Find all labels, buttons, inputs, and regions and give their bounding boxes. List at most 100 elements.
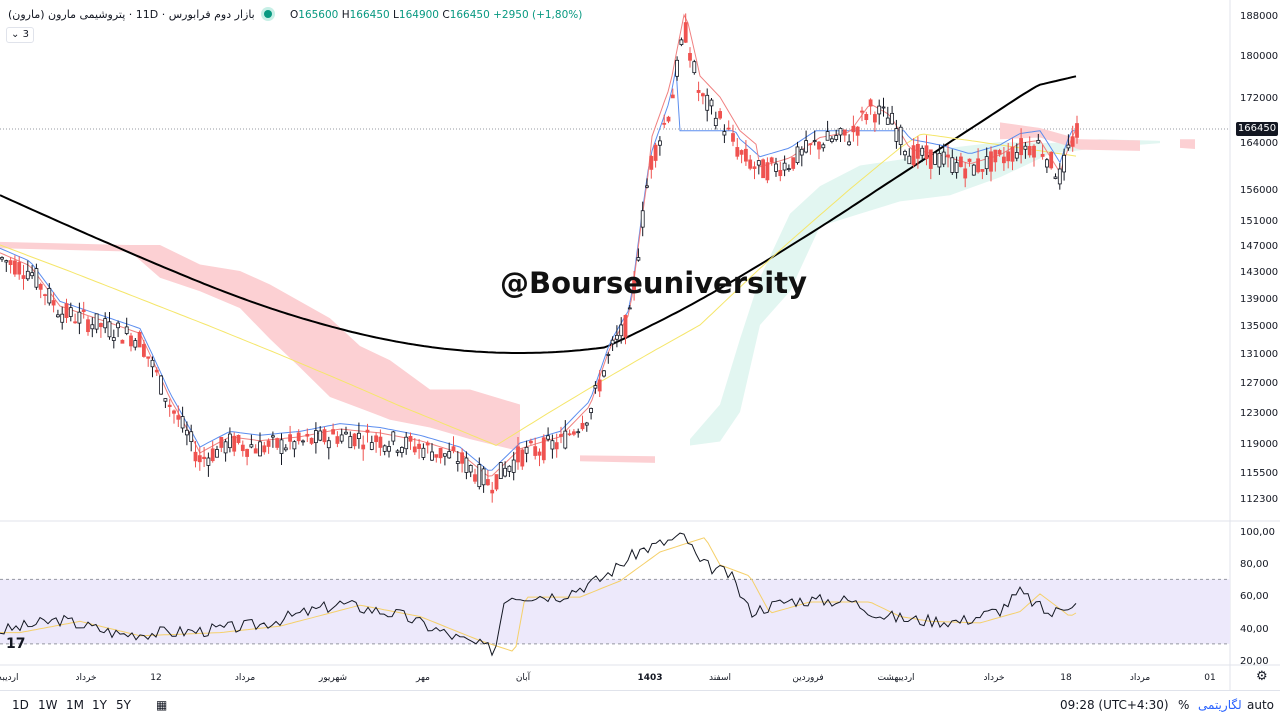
candle-body [12, 260, 17, 275]
candle-body [997, 150, 1002, 155]
y-tick-label: 123000 [1240, 408, 1278, 419]
candle-body [326, 440, 331, 449]
change-value: +2950 (+1,80%) [493, 9, 583, 21]
candle-body [830, 138, 834, 143]
y-tick-label: 139000 [1240, 294, 1278, 305]
rsi-y-tick: 40,00 [1240, 624, 1269, 635]
low-value: 164900 [398, 9, 439, 21]
candle-body [163, 398, 168, 402]
candle-body [903, 150, 907, 156]
candle-body [193, 451, 198, 462]
sma-line [0, 133, 1077, 446]
symbol-line[interactable]: بازار دوم فرابورس · 11D · پتروشیمی مارون… [8, 8, 255, 21]
moving-average-long [0, 75, 1077, 354]
bottom-toolbar: 1D 1W 1M 1Y 5Y ▦ 09:28 (UTC+4:30) % لگار… [0, 690, 1280, 721]
candle-body [533, 446, 538, 456]
candle-body [1019, 138, 1023, 156]
candle-body [589, 408, 593, 413]
candle-body [288, 434, 293, 442]
candle-body [219, 436, 224, 448]
range-1m-button[interactable]: 1M [66, 698, 84, 712]
candle-body [318, 430, 323, 441]
candle-body [38, 283, 43, 290]
candle-body [215, 449, 219, 458]
candle-body [782, 162, 787, 171]
y-tick-label: 127000 [1240, 378, 1278, 389]
tradingview-logo[interactable]: 17 [6, 636, 26, 652]
candle-body [103, 318, 108, 329]
percent-toggle[interactable]: % [1178, 698, 1190, 712]
x-tick-label: خرداد [75, 673, 96, 683]
candle-body [636, 257, 641, 261]
y-tick-label: 151000 [1240, 216, 1278, 227]
candle-body [980, 169, 985, 172]
candle-body [387, 446, 391, 452]
candle-body [507, 465, 512, 472]
candle-body [812, 140, 817, 142]
range-1w-button[interactable]: 1W [38, 698, 58, 712]
candle-body [141, 344, 146, 357]
ichimoku-cloud-bearish [0, 241, 520, 452]
candle-body [356, 432, 361, 439]
candle-body [911, 145, 916, 166]
candle-body [1032, 145, 1036, 158]
candle-body [477, 464, 482, 488]
candle-body [408, 436, 413, 442]
auto-toggle[interactable]: auto [1247, 698, 1275, 712]
market-status-dot [264, 10, 272, 18]
candle-body [520, 449, 525, 467]
range-5y-button[interactable]: 5Y [116, 698, 131, 712]
candle-body [1045, 159, 1049, 168]
candle-body [309, 437, 314, 444]
candle-body [442, 453, 447, 457]
candle-body [253, 448, 258, 454]
candle-body [576, 431, 581, 434]
candle-body [834, 135, 839, 140]
candle-body [4, 260, 9, 263]
candle-body [916, 143, 920, 159]
candle-body [184, 429, 189, 436]
candle-body [494, 474, 499, 490]
candle-body [99, 323, 103, 328]
chevron-down-icon: ⌄ [11, 29, 20, 40]
candle-body [159, 375, 164, 395]
candle-body [447, 451, 452, 459]
candle-body [705, 94, 710, 111]
candle-body [649, 156, 654, 170]
indicator-toggle[interactable]: ⌄ 3 [6, 27, 34, 43]
y-tick-label: 143000 [1240, 267, 1278, 278]
rsi-y-tick: 20,00 [1240, 656, 1269, 667]
candle-body [670, 94, 675, 99]
candle-body [86, 319, 90, 333]
candle-body [928, 149, 933, 169]
x-tick-label: اردیبه [0, 673, 18, 683]
candle-body [855, 126, 860, 136]
calendar-icon[interactable]: ▦ [156, 698, 168, 712]
candle-body [765, 162, 770, 181]
log-toggle[interactable]: لگاریتمی [1198, 698, 1242, 712]
y-tick-label: 131000 [1240, 349, 1278, 360]
candle-body [516, 446, 520, 463]
candle-body [756, 160, 761, 166]
gear-icon[interactable]: ⚙ [1256, 669, 1268, 684]
range-1d-button[interactable]: 1D [12, 698, 29, 712]
close-label: C [442, 9, 450, 21]
clock-time[interactable]: 09:28 (UTC+4:30) [1060, 698, 1169, 712]
candle-body [658, 140, 662, 146]
candle-body [954, 162, 959, 173]
candle-body [361, 444, 366, 450]
candle-body [503, 467, 508, 477]
candle-body [8, 260, 13, 266]
y-tick-label: 172000 [1240, 93, 1278, 104]
candle-body [675, 59, 679, 77]
candle-body [821, 144, 826, 149]
candle-body [580, 422, 585, 430]
candle-body [683, 22, 688, 43]
candle-body [546, 435, 550, 440]
candle-body [64, 303, 69, 318]
candle-body [365, 429, 370, 433]
range-1y-button[interactable]: 1Y [92, 698, 107, 712]
open-label: O [290, 9, 299, 21]
candle-body [245, 448, 250, 457]
